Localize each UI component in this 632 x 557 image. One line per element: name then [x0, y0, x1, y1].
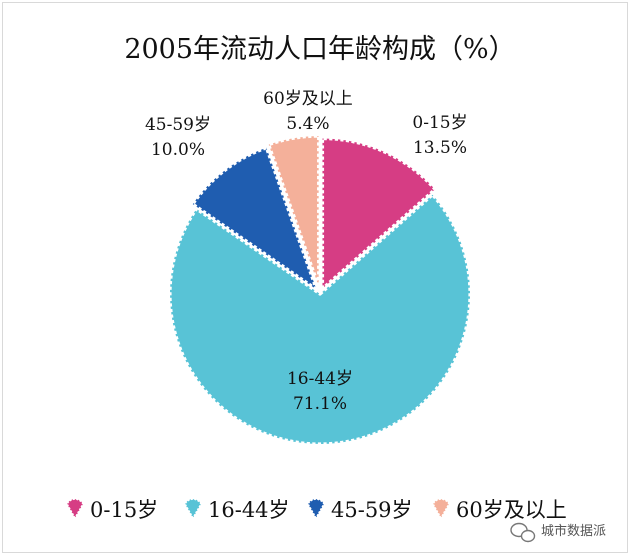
- legend-label: 16-44岁: [208, 498, 290, 522]
- legend-label: 45-59岁: [331, 498, 413, 522]
- slice-category-label: 0-15岁: [412, 113, 467, 133]
- pie-slice-1: [320, 136, 437, 291]
- legend: 0-15岁 16-44岁 45-59岁 60岁及以上: [66, 498, 567, 522]
- slice-value-label: 71.1%: [293, 394, 347, 414]
- legend-item: 45-59岁: [307, 498, 413, 522]
- slice-labels: 0-15岁 13.5% 16-44岁 71.1% 45-59岁 10.0% 60岁及以上 5.…: [145, 89, 468, 414]
- legend-marker: [307, 498, 325, 520]
- chart-frame: [2, 2, 628, 553]
- slice-value-label: 10.0%: [151, 140, 205, 160]
- slice-category-label: 60岁及以上: [263, 89, 353, 109]
- watermark-text: 城市数据派: [541, 523, 606, 539]
- slice-category-label: 16-44岁: [287, 369, 353, 389]
- watermark: 城市数据派: [510, 522, 606, 543]
- pie-slice-4: [267, 134, 321, 288]
- slice-value-label: 5.4%: [286, 114, 329, 134]
- slice-category-label: 45-59岁: [145, 115, 211, 135]
- legend-marker: [432, 498, 450, 520]
- wechat-icon: [510, 522, 536, 543]
- pie-slices: [168, 134, 472, 446]
- legend-marker: [184, 498, 202, 520]
- legend-item: 0-15岁: [66, 498, 158, 522]
- legend-label: 60岁及以上: [456, 498, 567, 522]
- legend-item: 60岁及以上: [432, 498, 567, 522]
- pie-slice-3: [191, 146, 318, 291]
- legend-label: 0-15岁: [90, 498, 158, 522]
- pie-slice-2: [168, 193, 472, 446]
- legend-item: 16-44岁: [184, 498, 290, 522]
- slice-value-label: 13.5%: [413, 138, 467, 158]
- chart-title: 2005年流动人口年龄构成（%）: [124, 34, 515, 65]
- legend-marker: [66, 498, 84, 520]
